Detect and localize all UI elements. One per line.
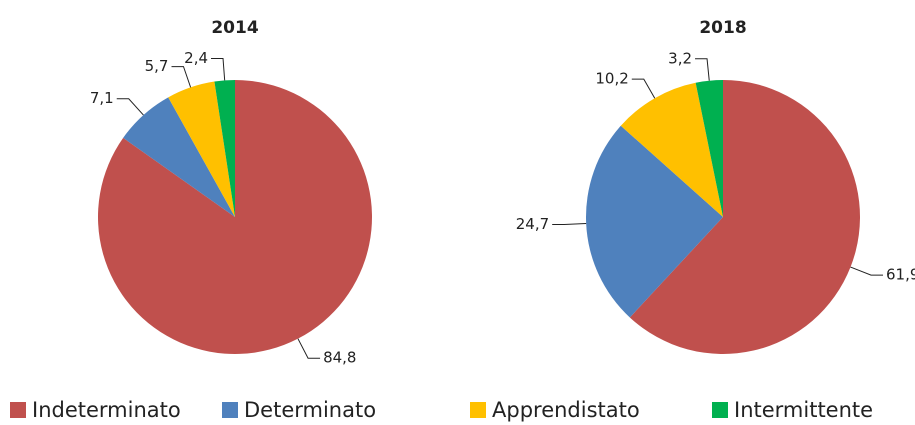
data-label: 24,7 [516, 215, 549, 233]
leader-line [211, 57, 226, 81]
legend-swatch [712, 402, 728, 418]
data-label: 61,9 [886, 266, 915, 284]
pie-slice [695, 80, 723, 217]
data-label: 3,2 [668, 49, 692, 67]
data-label: 5,7 [145, 57, 169, 75]
legend-label: Apprendistato [492, 398, 640, 422]
legend-swatch [470, 402, 486, 418]
data-label: 84,8 [323, 349, 356, 367]
leader-line [297, 338, 321, 359]
leader-line [552, 222, 587, 225]
data-label: 2,4 [184, 49, 208, 67]
leader-line [116, 98, 144, 116]
legend-swatch [10, 402, 26, 418]
data-label: 10,2 [595, 70, 628, 88]
leader-line [631, 78, 656, 99]
pie-slice [97, 80, 372, 354]
pie-slice [123, 97, 235, 217]
data-label: 7,1 [90, 89, 114, 107]
pie-slice [214, 80, 235, 217]
pie-slice [629, 80, 860, 354]
leader-line [850, 266, 884, 276]
legend-swatch [222, 402, 238, 418]
chart-title: 2014 [211, 18, 258, 38]
legend-label: Intermittente [734, 398, 873, 422]
pie-slice [586, 125, 723, 318]
leader-line [171, 66, 192, 88]
pie-slice [620, 82, 723, 217]
legend-label: Indeterminato [32, 398, 181, 422]
pie-slice [168, 81, 235, 217]
chart-title: 2018 [699, 18, 746, 38]
leader-line [695, 58, 710, 81]
legend-label: Determinato [244, 398, 376, 422]
